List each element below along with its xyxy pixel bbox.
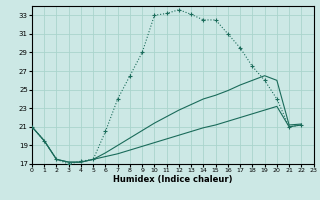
X-axis label: Humidex (Indice chaleur): Humidex (Indice chaleur) [113,175,233,184]
